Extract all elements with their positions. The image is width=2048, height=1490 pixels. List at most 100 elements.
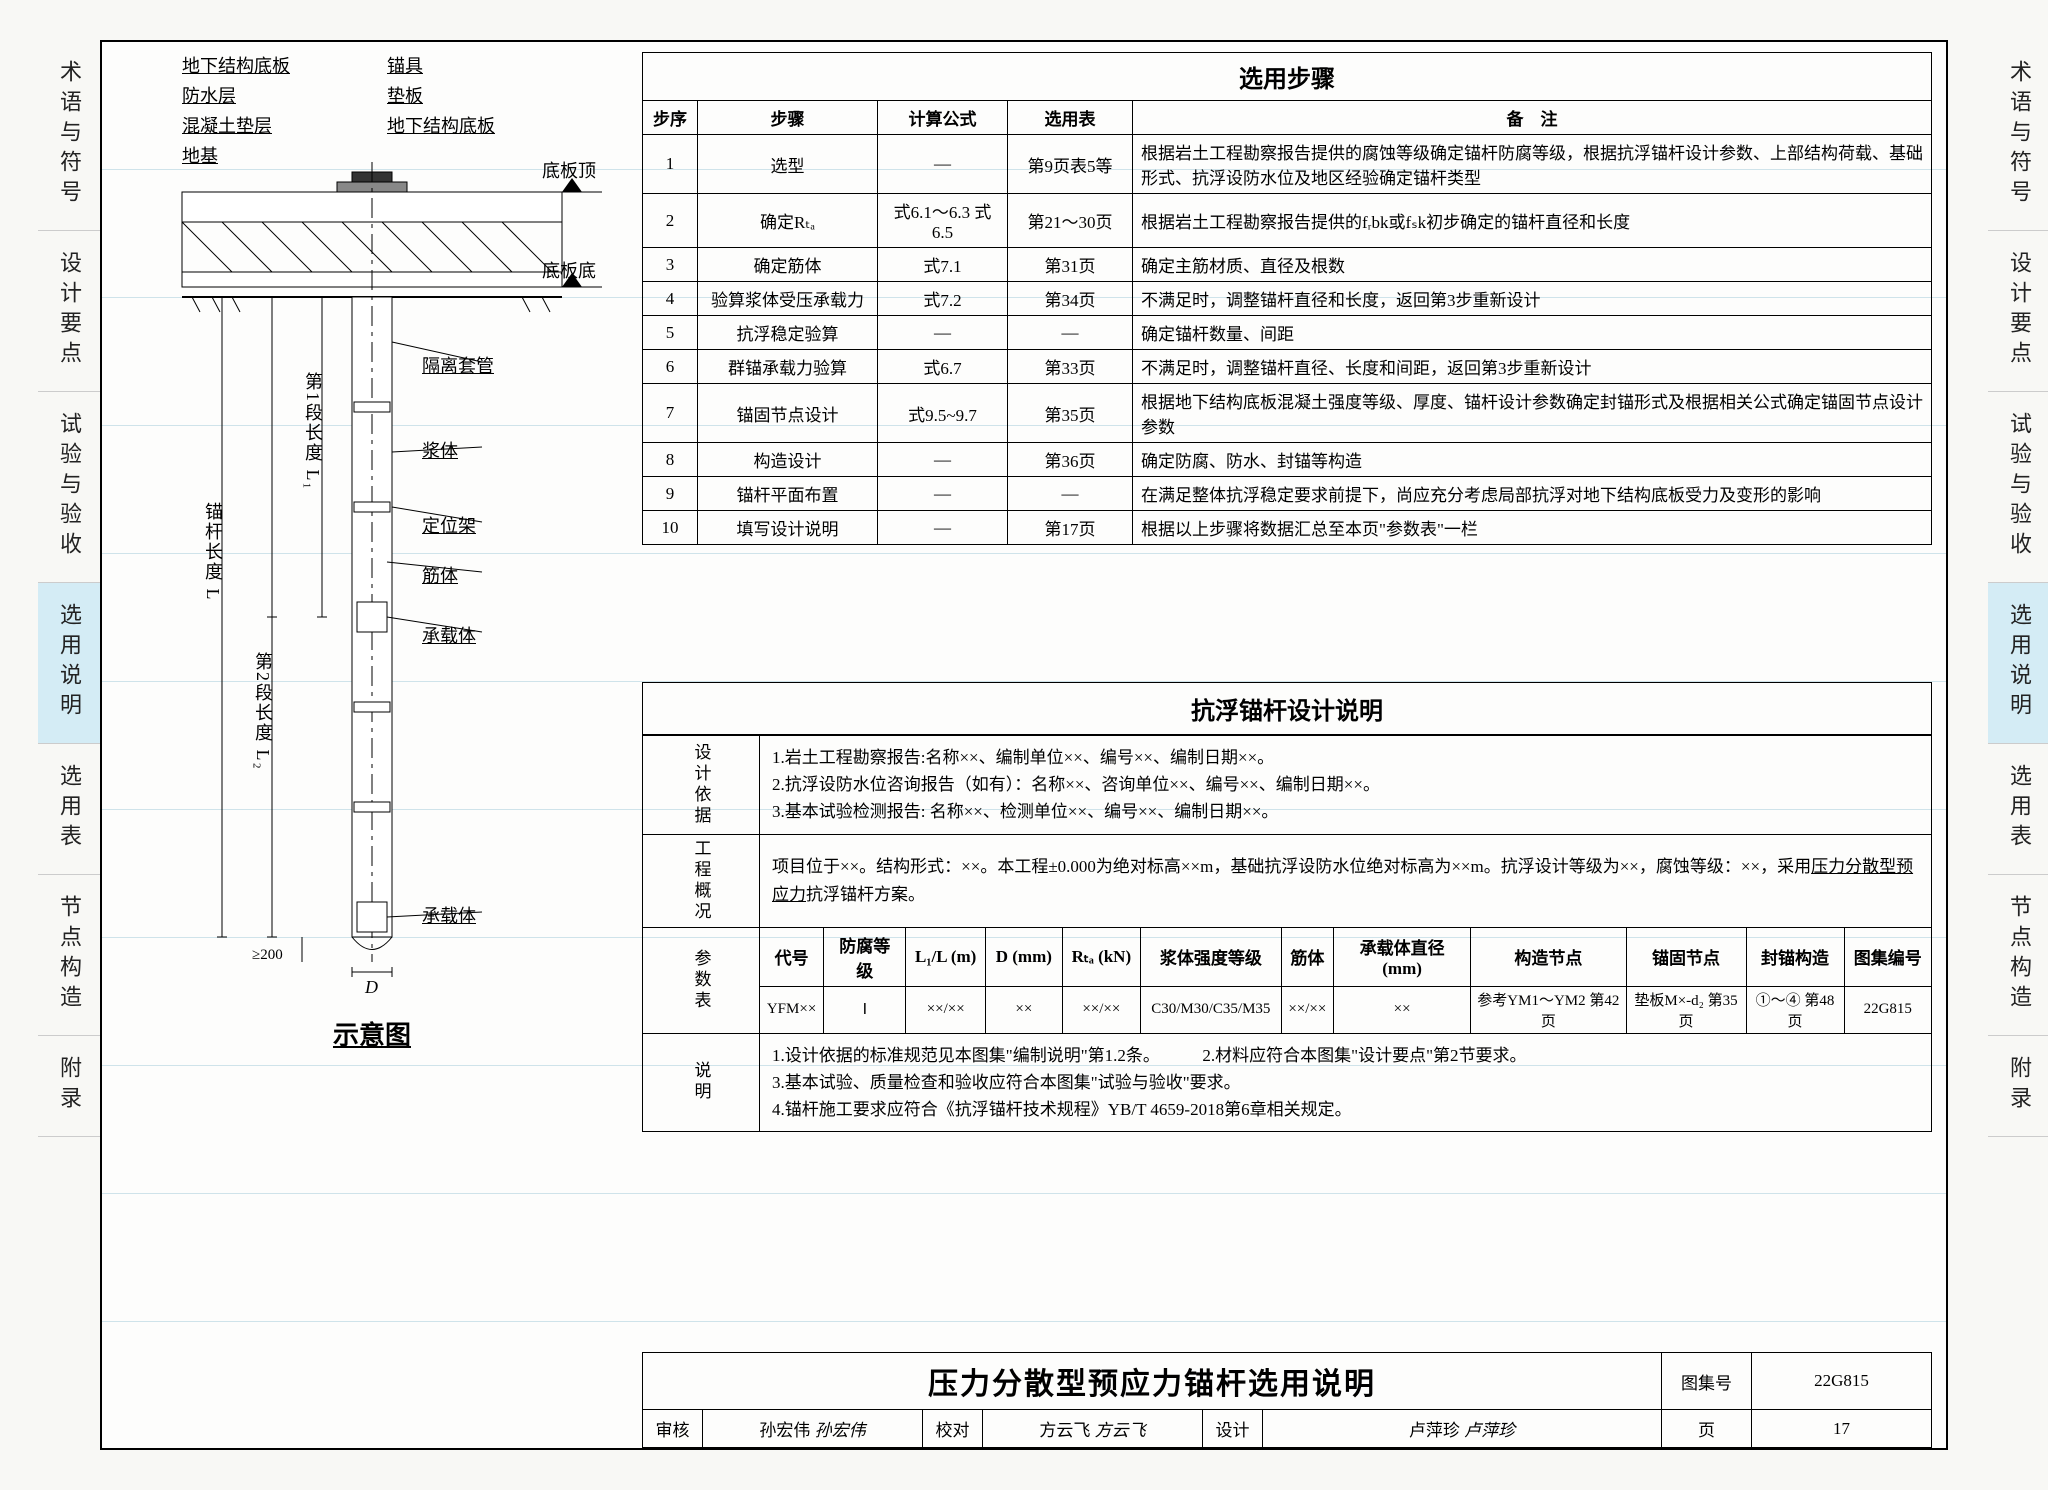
label-slab-top: 底板顶: [542, 157, 596, 183]
reviewer-label: 审核: [643, 1410, 703, 1448]
note-text: 1.设计依据的标准规范见本图集"编制说明"第1.2条。 2.材料应符合本图集"设…: [760, 1033, 1932, 1132]
pv5: C30/M30/C35/M35: [1141, 986, 1282, 1033]
page-no: 17: [1752, 1410, 1932, 1448]
ph0: 代号: [760, 927, 824, 986]
ph8: 构造节点: [1471, 927, 1626, 986]
param-label: 参数表: [643, 927, 760, 1033]
col-remark: 备 注: [1133, 101, 1932, 135]
tab-design-points[interactable]: 设计要点: [38, 231, 100, 392]
pv2: ××/××: [906, 986, 986, 1033]
pv7: ××: [1333, 986, 1470, 1033]
checker: 方云飞 方云飞: [983, 1410, 1203, 1448]
table-row: 4验算浆体受压承载力式7.2第34页不满足时，调整锚杆直径和长度，返回第3步重新…: [643, 282, 1932, 316]
tab-test-accept[interactable]: 试验与验收: [38, 392, 100, 583]
label-plate: 垫板: [387, 82, 423, 108]
anchor-schematic-svg: [122, 52, 622, 1012]
label-anchorage: 锚具: [387, 52, 423, 78]
ph11: 图集编号: [1844, 927, 1931, 986]
pv1: Ⅰ: [824, 986, 906, 1033]
tab-selection-table-r[interactable]: 选用表: [1988, 744, 2048, 875]
right-tab-bar: 术语与符号 设计要点 试验与验收 选用说明 选用表 节点构造 附录: [1988, 40, 2048, 1450]
pv9: 垫板M×-d₂ 第35页: [1626, 986, 1746, 1033]
set-no: 22G815: [1752, 1353, 1932, 1410]
ph2: L₁/L (m): [906, 927, 986, 986]
label-waterproof: 防水层: [182, 82, 236, 108]
table-row: 6群锚承载力验算式6.7第33页不满足时，调整锚杆直径、长度和间距，返回第3步重…: [643, 350, 1932, 384]
pv8: 参考YM1～YM2 第42页: [1471, 986, 1626, 1033]
label-carrier2: 承载体: [422, 902, 476, 928]
ph9: 锚固节点: [1626, 927, 1746, 986]
dim-L1: 第1段长度 L₁: [300, 372, 326, 491]
drawing-page: 地下结构底板 防水层 混凝土垫层 地基 锚具 垫板 地下结构底板 底板顶 底板底…: [100, 40, 1948, 1450]
col-step: 步骤: [698, 101, 878, 135]
label-slab-bottom: 底板底: [542, 257, 596, 283]
table-row: 2确定Rₜₐ式6.1～6.3 式6.5第21～30页根据岩土工程勘察报告提供的f…: [643, 194, 1932, 248]
table-row: 10填写设计说明—第17页根据以上步骤将数据汇总至本页"参数表"一栏: [643, 511, 1932, 545]
ph6: 筋体: [1281, 927, 1333, 986]
tab-node-structure[interactable]: 节点构造: [38, 875, 100, 1036]
reviewer: 孙宏伟 孙宏伟: [703, 1410, 923, 1448]
tab-appendix[interactable]: 附录: [38, 1036, 100, 1137]
tab-terms-r[interactable]: 术语与符号: [1988, 40, 2048, 231]
pv11: 22G815: [1844, 986, 1931, 1033]
pv10: ①～④ 第48页: [1746, 986, 1844, 1033]
dim-L2: 第2段长度 L₂: [250, 652, 276, 771]
diagram-caption: 示意图: [122, 1015, 622, 1052]
steps-title: 选用步骤: [642, 52, 1932, 100]
table-row: 1选型—第9页表5等根据岩土工程勘察报告提供的腐蚀等级确定锚杆防腐等级，根据抗浮…: [643, 135, 1932, 194]
designer: 卢萍珍 卢萍珍: [1263, 1410, 1662, 1448]
label-slab: 地下结构底板: [182, 52, 290, 78]
design-table: 设计依据 1.岩土工程勘察报告:名称××、编制单位××、编号××、编制日期××。…: [642, 735, 1932, 1132]
pv3: ××: [985, 986, 1062, 1033]
dim-D: D: [365, 977, 378, 998]
checker-label: 校对: [923, 1410, 983, 1448]
set-label: 图集号: [1662, 1353, 1752, 1410]
table-row: 3确定筋体式7.1第31页确定主筋材质、直径及根数: [643, 248, 1932, 282]
tab-selection-desc[interactable]: 选用说明: [38, 583, 100, 744]
table-row: 8构造设计—第36页确定防腐、防水、封锚等构造: [643, 443, 1932, 477]
designer-label: 设计: [1203, 1410, 1263, 1448]
ph5: 浆体强度等级: [1141, 927, 1282, 986]
design-title: 抗浮锚杆设计说明: [642, 682, 1932, 735]
page-label: 页: [1662, 1410, 1752, 1448]
design-description: 抗浮锚杆设计说明 设计依据 1.岩土工程勘察报告:名称××、编制单位××、编号×…: [642, 682, 1932, 1132]
tab-design-points-r[interactable]: 设计要点: [1988, 231, 2048, 392]
drawing-title: 压力分散型预应力锚杆选用说明: [643, 1353, 1662, 1410]
ph4: Rₜₐ (kN): [1062, 927, 1140, 986]
basis-text: 1.岩土工程勘察报告:名称××、编制单位××、编号××、编制日期××。2.抗浮设…: [760, 736, 1932, 835]
tab-node-structure-r[interactable]: 节点构造: [1988, 875, 2048, 1036]
pv0: YFM××: [760, 986, 824, 1033]
left-tab-bar: 术语与符号 设计要点 试验与验收 选用说明 选用表 节点构造 附录: [38, 40, 98, 1450]
label-slab2: 地下结构底板: [387, 112, 495, 138]
label-sleeve: 隔离套管: [422, 352, 494, 378]
label-foundation: 地基: [182, 142, 218, 168]
schematic-diagram: 地下结构底板 防水层 混凝土垫层 地基 锚具 垫板 地下结构底板 底板顶 底板底…: [122, 52, 622, 1012]
dim-L: 锚杆长度 L: [200, 502, 226, 602]
table-row: 7锚固节点设计式9.5~9.7第35页根据地下结构底板混凝土强度等级、厚度、锚杆…: [643, 384, 1932, 443]
tab-selection-table[interactable]: 选用表: [38, 744, 100, 875]
tab-terms[interactable]: 术语与符号: [38, 40, 100, 231]
label-tendon: 筋体: [422, 562, 458, 588]
table-row: 5抗浮稳定验算——确定锚杆数量、间距: [643, 316, 1932, 350]
basis-label: 设计依据: [643, 736, 760, 835]
ph3: D (mm): [985, 927, 1062, 986]
table-row: 9锚杆平面布置——在满足整体抗浮稳定要求前提下，尚应充分考虑局部抗浮对地下结构底…: [643, 477, 1932, 511]
pv6: ××/××: [1281, 986, 1333, 1033]
dim-200: ≥200: [252, 947, 283, 964]
label-spacer: 定位架: [422, 512, 476, 538]
col-table: 选用表: [1008, 101, 1133, 135]
ph1: 防腐等级: [824, 927, 906, 986]
label-bedding: 混凝土垫层: [182, 112, 272, 138]
label-grout: 浆体: [422, 437, 458, 463]
pv4: ××/××: [1062, 986, 1140, 1033]
note-label: 说明: [643, 1033, 760, 1132]
tab-appendix-r[interactable]: 附录: [1988, 1036, 2048, 1137]
tab-test-accept-r[interactable]: 试验与验收: [1988, 392, 2048, 583]
label-carrier1: 承载体: [422, 622, 476, 648]
ph7: 承载体直径(mm): [1333, 927, 1470, 986]
title-block: 压力分散型预应力锚杆选用说明 图集号 22G815 审核 孙宏伟 孙宏伟 校对 …: [642, 1352, 1932, 1448]
selection-steps-table: 选用步骤 步序 步骤 计算公式 选用表 备 注 1选型—第9页表5等根据岩土工程…: [642, 52, 1932, 545]
tab-selection-desc-r[interactable]: 选用说明: [1988, 583, 2048, 744]
ph10: 封锚构造: [1746, 927, 1844, 986]
col-formula: 计算公式: [878, 101, 1008, 135]
